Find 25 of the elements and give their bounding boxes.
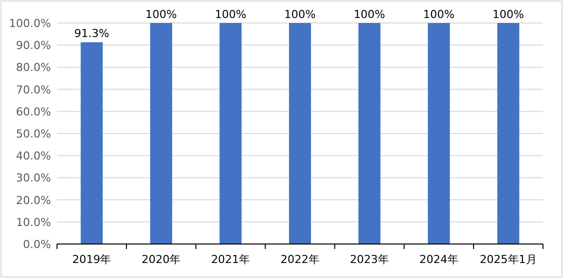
y-tick-label: 100.0% [9,17,51,30]
data-label: 91.3% [74,27,110,40]
y-tick-label: 50.0% [16,128,51,140]
x-tick-label: 2019年 [72,253,112,266]
data-label: 100% [145,8,177,21]
y-tick-label: 80.0% [16,61,51,74]
x-tick-label: 2024年 [419,253,458,266]
y-tick-label: 0.0% [23,238,51,251]
x-tick-label: 2022年 [280,253,320,266]
data-label: 100% [284,8,316,21]
y-tick-label: 20.0% [16,194,51,207]
y-tick-label: 30.0% [16,172,51,185]
x-tick-label: 2020年 [142,253,181,266]
y-tick-label: 10.0% [16,216,51,229]
y-tick-label: 60.0% [16,105,51,118]
data-label: 100% [492,8,524,21]
y-tick-label: 90.0% [16,39,51,52]
data-label: 100% [214,8,246,21]
x-tick-label: 2021年 [211,253,250,266]
y-tick-label: 70.0% [16,83,51,96]
y-tick-label: 40.0% [16,150,51,163]
data-label: 100% [423,8,455,21]
x-tick-label: 2025年1月 [480,253,537,266]
x-tick-label: 2023年 [350,253,389,266]
data-label: 100% [354,8,386,21]
